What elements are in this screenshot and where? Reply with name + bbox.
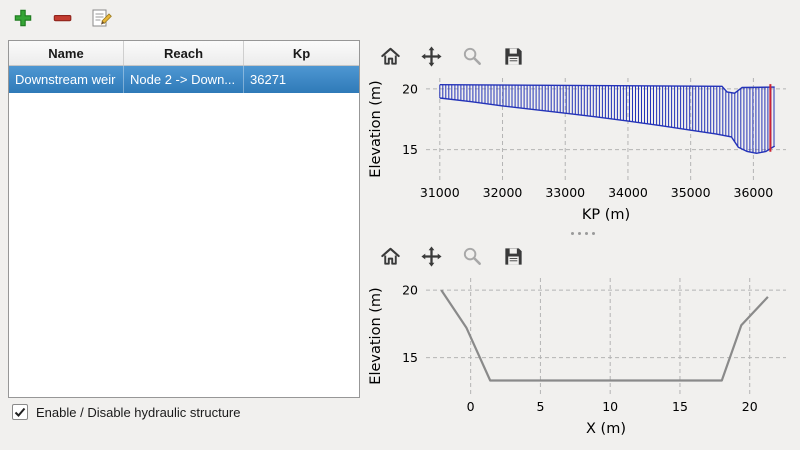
- svg-text:35000: 35000: [671, 185, 711, 200]
- save-button[interactable]: [499, 243, 527, 269]
- svg-text:20: 20: [742, 399, 758, 414]
- plus-icon: [14, 9, 32, 27]
- edit-icon: [92, 9, 112, 27]
- svg-text:20: 20: [402, 283, 418, 298]
- enable-checkbox-label: Enable / Disable hydraulic structure: [36, 404, 241, 420]
- cross-section-chart-toolbar: [366, 240, 800, 270]
- move-icon: [420, 45, 442, 67]
- zoom-button[interactable]: [458, 243, 486, 269]
- cross-section-chart-panel: 0 5 10 15 20 15 20 X (m) Elevation (m): [366, 240, 800, 444]
- main-toolbar: [10, 3, 114, 33]
- svg-text:Elevation (m): Elevation (m): [368, 80, 384, 177]
- profile-chart-panel: 31000 32000 33000 34000 35000 36000 15 20 KP (m)…: [366, 40, 800, 230]
- add-structure-button[interactable]: [10, 5, 36, 31]
- enable-checkbox-mark: [14, 407, 26, 417]
- magnifier-icon: [463, 47, 481, 65]
- edit-structure-button[interactable]: [88, 5, 114, 31]
- column-header-name[interactable]: Name: [9, 41, 124, 65]
- structures-table-panel: Name Reach Kp Downstream weir Node 2 -> …: [8, 40, 360, 398]
- table-row[interactable]: Downstream weir Node 2 -> Down... 36271: [9, 66, 359, 93]
- move-icon: [420, 245, 442, 267]
- cell-reach: Node 2 -> Down...: [124, 66, 244, 93]
- save-icon: [504, 47, 522, 65]
- svg-text:34000: 34000: [608, 185, 648, 200]
- cell-kp: 36271: [250, 72, 287, 87]
- profile-chart-canvas[interactable]: 31000 32000 33000 34000 35000 36000 15 20 KP (m)…: [366, 70, 800, 224]
- svg-text:33000: 33000: [545, 185, 585, 200]
- pan-button[interactable]: [417, 243, 445, 269]
- svg-text:5: 5: [536, 399, 544, 414]
- enable-structure-checkbox-row[interactable]: Enable / Disable hydraulic structure: [12, 404, 241, 420]
- cross-section-chart-canvas[interactable]: 0 5 10 15 20 15 20 X (m) Elevation (m): [366, 270, 800, 438]
- magnifier-icon: [463, 247, 481, 265]
- home-icon: [380, 47, 400, 65]
- svg-text:X (m): X (m): [586, 421, 626, 437]
- home-button[interactable]: [376, 243, 404, 269]
- svg-text:15: 15: [672, 399, 688, 414]
- svg-text:10: 10: [602, 399, 618, 414]
- minus-icon: [53, 15, 72, 22]
- svg-text:Elevation (m): Elevation (m): [368, 287, 384, 384]
- svg-text:15: 15: [402, 142, 418, 157]
- home-button[interactable]: [376, 43, 404, 69]
- charts-splitter-handle[interactable]: [560, 231, 606, 236]
- svg-text:KP (m): KP (m): [582, 207, 630, 223]
- svg-text:20: 20: [402, 81, 418, 96]
- table-header-row: Name Reach Kp: [9, 41, 359, 66]
- pan-button[interactable]: [417, 43, 445, 69]
- profile-chart-toolbar: [366, 40, 800, 70]
- svg-text:15: 15: [402, 350, 418, 365]
- home-icon: [380, 247, 400, 265]
- column-header-kp[interactable]: Kp: [292, 45, 311, 61]
- svg-text:36000: 36000: [734, 185, 774, 200]
- column-header-reach[interactable]: Reach: [124, 41, 244, 65]
- enable-checkbox[interactable]: [12, 404, 28, 420]
- svg-text:32000: 32000: [483, 185, 523, 200]
- remove-structure-button[interactable]: [49, 5, 75, 31]
- zoom-button[interactable]: [458, 43, 486, 69]
- save-icon: [504, 247, 522, 265]
- cell-structure-name: Downstream weir: [9, 66, 124, 93]
- save-button[interactable]: [499, 43, 527, 69]
- svg-text:31000: 31000: [420, 185, 460, 200]
- svg-text:0: 0: [467, 399, 475, 414]
